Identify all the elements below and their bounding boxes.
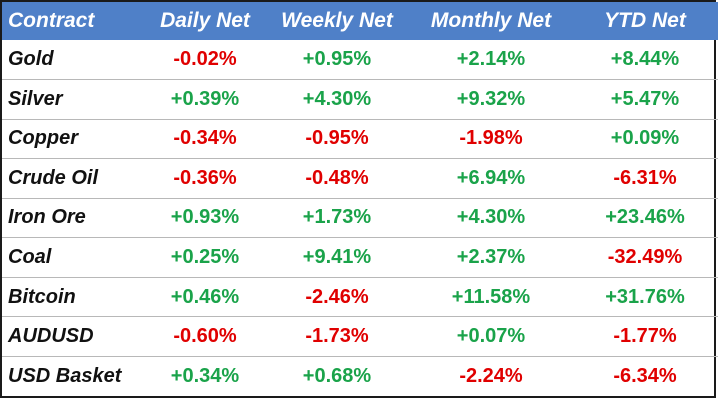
weekly-net-value: +1.73% [264, 197, 410, 238]
contract-name: Crude Oil [2, 158, 146, 199]
contract-name: Copper [2, 118, 146, 159]
contract-name: Gold [8, 48, 54, 71]
weekly-net-value: -0.95% [264, 118, 410, 159]
monthly-net-value: +2.37% [410, 237, 572, 278]
daily-net-value: -0.60% [146, 316, 264, 357]
header-monthly-net: Monthly Net [430, 9, 552, 32]
ytd-net-value: +0.09% [572, 118, 718, 159]
ytd-net-value: +31.76% [572, 276, 718, 317]
monthly-net-value: -1.98% [410, 118, 572, 159]
monthly-net-value: +0.07% [410, 316, 572, 357]
contract-name: USD Basket [2, 355, 146, 396]
daily-net-value: -0.36% [146, 158, 264, 199]
table-row: Iron Ore +0.93% +1.73% +4.30% +23.46% [2, 197, 718, 238]
daily-net-value: +0.25% [146, 237, 264, 278]
daily-net-value: -0.34% [146, 118, 264, 159]
monthly-net-value: +11.58% [410, 276, 572, 317]
ytd-net-value: -1.77% [572, 316, 718, 357]
contract-name: Silver [2, 79, 146, 120]
weekly-net-value: +9.41% [264, 237, 410, 278]
ytd-net-value: +8.44% [610, 48, 680, 71]
monthly-net-value: +4.30% [410, 197, 572, 238]
monthly-net-value: +9.32% [410, 79, 572, 120]
table-row: Silver +0.39% +4.30% +9.32% +5.47% [2, 79, 718, 120]
daily-net-value: +0.39% [146, 79, 264, 120]
weekly-net-value: +0.68% [264, 355, 410, 396]
table-body: Gold -0.02% +0.95% +2.14% +8.44% Silver … [2, 40, 718, 396]
ytd-net-value: -6.34% [572, 355, 718, 396]
contract-name: AUDUSD [2, 316, 146, 357]
table-row: AUDUSD -0.60% -1.73% +0.07% -1.77% [2, 316, 718, 357]
weekly-net-value: +0.95% [302, 48, 372, 71]
table-row: Copper -0.34% -0.95% -1.98% +0.09% [2, 118, 718, 159]
header-ytd-net: YTD Net [604, 9, 686, 32]
contract-name: Bitcoin [2, 276, 146, 317]
ytd-net-value: +23.46% [572, 197, 718, 238]
performance-table: Contract Daily Net Weekly Net Monthly Ne… [2, 2, 718, 396]
daily-net-value: -0.02% [173, 48, 237, 71]
monthly-net-value: -2.24% [410, 355, 572, 396]
header-daily-net: Daily Net [160, 9, 250, 32]
table-row: USD Basket +0.34% +0.68% -2.24% -6.34% [2, 355, 718, 396]
ytd-net-value: +5.47% [572, 79, 718, 120]
monthly-net-value: +2.14% [456, 48, 526, 71]
weekly-net-value: -0.48% [264, 158, 410, 199]
contract-name: Coal [2, 237, 146, 278]
table-header: Contract Daily Net Weekly Net Monthly Ne… [2, 2, 718, 40]
table-row: Coal +0.25% +9.41% +2.37% -32.49% [2, 237, 718, 278]
daily-net-value: +0.93% [146, 197, 264, 238]
weekly-net-value: -1.73% [264, 316, 410, 357]
table-row: Bitcoin +0.46% -2.46% +11.58% +31.76% [2, 276, 718, 317]
contract-name: Iron Ore [2, 197, 146, 238]
ytd-net-value: -32.49% [572, 237, 718, 278]
header-contract: Contract [8, 9, 95, 32]
header-weekly-net: Weekly Net [281, 9, 393, 32]
daily-net-value: +0.34% [146, 355, 264, 396]
daily-net-value: +0.46% [146, 276, 264, 317]
table-row: Crude Oil -0.36% -0.48% +6.94% -6.31% [2, 158, 718, 199]
header-row: Contract Daily Net Weekly Net Monthly Ne… [2, 2, 718, 40]
weekly-net-value: +4.30% [264, 79, 410, 120]
ytd-net-value: -6.31% [572, 158, 718, 199]
table-row: Gold -0.02% +0.95% +2.14% +8.44% [2, 40, 718, 80]
weekly-net-value: -2.46% [264, 276, 410, 317]
monthly-net-value: +6.94% [410, 158, 572, 199]
